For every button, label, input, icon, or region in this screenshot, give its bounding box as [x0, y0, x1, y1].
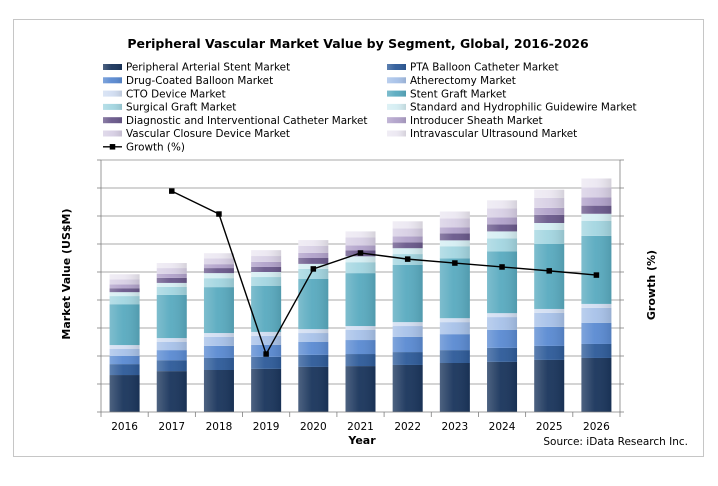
x-tick-label-2016: 2016 — [111, 421, 138, 433]
bar-shading — [392, 221, 423, 412]
legend-item-introducer-sheath-market: Introducer Sheath Market — [387, 115, 543, 127]
bar-shading — [581, 178, 612, 412]
legend-swatch-shading — [387, 117, 406, 124]
legend-swatch-shading — [387, 77, 406, 84]
legend-label: Drug-Coated Balloon Market — [126, 75, 273, 87]
legend-item-standard-and-hydrophilic-guidewire-market: Standard and Hydrophilic Guidewire Marke… — [387, 102, 637, 114]
legend-item-atherectomy-market: Atherectomy Market — [387, 75, 516, 87]
legend-item-vascular-closure-device-market: Vascular Closure Device Market — [103, 128, 290, 140]
x-tick-label-2018: 2018 — [206, 421, 233, 433]
bar-shading — [345, 231, 376, 412]
x-tick-label-2021: 2021 — [347, 421, 374, 433]
legend-label: Intravascular Ultrasound Market — [410, 128, 577, 140]
bar-shading — [534, 189, 565, 412]
x-tick-label-2025: 2025 — [536, 421, 563, 433]
legend-item-cto-device-market: CTO Device Market — [103, 88, 226, 100]
x-tick-labels: 2016 2017 2018 2019 2020 2021 2022 2023 2024 2025… — [111, 421, 610, 433]
growth-marker-2017 — [169, 188, 175, 194]
legend-swatch-shading — [387, 90, 406, 97]
legend-item-drug-coated-balloon-market: Drug-Coated Balloon Market — [103, 75, 273, 87]
legend-label: Atherectomy Market — [410, 75, 516, 87]
x-tick-label-2023: 2023 — [441, 421, 468, 433]
legend-item-stent-graft-market: Stent Graft Market — [387, 88, 506, 100]
x-tick-label-2026: 2026 — [583, 421, 610, 433]
bar-stack-2023 — [439, 211, 470, 412]
legend-label: Peripheral Arterial Stent Market — [126, 62, 290, 74]
legend-swatch-shading — [387, 64, 406, 70]
legend-item-intravascular-ultrasound-market: Intravascular Ultrasound Market — [387, 128, 577, 140]
growth-line — [171, 190, 597, 356]
legend-label: Growth (%) — [126, 142, 185, 154]
legend-label: Surgical Graft Market — [126, 102, 236, 114]
x-axis-title: Year — [347, 434, 376, 447]
bar-stack-2017 — [156, 263, 187, 412]
growth-marker-2018 — [216, 211, 222, 217]
bar-stack-2019 — [251, 250, 282, 412]
legend-swatch-shading — [103, 117, 122, 124]
bar-stack-2026 — [581, 178, 612, 412]
bar-shading — [487, 200, 518, 412]
legend-label: CTO Device Market — [126, 88, 226, 100]
growth-marker-2023 — [452, 260, 458, 266]
bar-stack-2018 — [203, 253, 234, 412]
legend-marker-swatch — [109, 144, 116, 150]
bar-stack-2025 — [534, 189, 565, 412]
legend-label: PTA Balloon Catheter Market — [410, 62, 559, 74]
legend-label: Vascular Closure Device Market — [126, 128, 290, 140]
legend-swatch-shading — [103, 130, 122, 137]
legend-item-pta-balloon-catheter-market: PTA Balloon Catheter Market — [387, 62, 559, 74]
growth-marker-2022 — [404, 256, 411, 262]
y-axis-title: Market Value (US$M) — [60, 208, 73, 339]
bar-stack-2021 — [345, 231, 376, 412]
bar-shading — [156, 263, 187, 412]
legend-item-peripheral-arterial-stent-market: Peripheral Arterial Stent Market — [103, 62, 290, 74]
bar-shading — [439, 211, 470, 412]
legend-item-surgical-graft-market: Surgical Graft Market — [103, 102, 236, 114]
bar-stack-2016 — [109, 274, 140, 412]
x-tick-label-2019: 2019 — [253, 421, 280, 433]
axes — [97, 159, 624, 417]
legend-label: Standard and Hydrophilic Guidewire Marke… — [410, 102, 637, 114]
bar-shading — [203, 253, 234, 412]
chart-title: Peripheral Vascular Market Value by Segm… — [127, 36, 589, 51]
bars — [109, 178, 612, 412]
growth-marker-2019 — [263, 351, 269, 357]
x-tick-label-2024: 2024 — [489, 421, 516, 433]
growth-marker-2026 — [593, 272, 600, 278]
legend-swatch-shading — [103, 77, 122, 84]
growth-line-series — [169, 188, 600, 357]
x-tick-label-2017: 2017 — [158, 421, 185, 433]
bar-shading — [251, 250, 282, 412]
legend-swatch-shading — [387, 103, 406, 110]
growth-marker-2021 — [357, 250, 364, 256]
bar-shading — [109, 274, 140, 412]
y2-axis-title: Growth (%) — [645, 250, 658, 320]
growth-marker-2020 — [310, 266, 317, 272]
bar-stack-2024 — [487, 200, 518, 412]
legend-label: Introducer Sheath Market — [410, 115, 543, 127]
x-tick-label-2020: 2020 — [300, 421, 327, 433]
legend-swatch-shading — [103, 90, 122, 97]
legend-swatch-shading — [387, 130, 406, 137]
source-note: Source: iData Research Inc. — [543, 436, 688, 448]
legend-label: Stent Graft Market — [410, 88, 506, 100]
x-tick-label-2022: 2022 — [394, 421, 421, 433]
legend: Peripheral Arterial Stent Market PTA Ball… — [103, 62, 637, 154]
legend-label: Diagnostic and Interventional Catheter M… — [126, 115, 367, 127]
bar-stack-2022 — [392, 221, 423, 412]
growth-marker-2024 — [499, 264, 505, 270]
legend-item-diagnostic-and-interventional-catheter-market: Diagnostic and Interventional Catheter M… — [103, 115, 367, 127]
legend-swatch-shading — [103, 103, 122, 110]
legend-item-growth: Growth (%) — [103, 142, 185, 154]
growth-marker-2025 — [546, 268, 552, 274]
legend-swatch-shading — [103, 64, 122, 70]
